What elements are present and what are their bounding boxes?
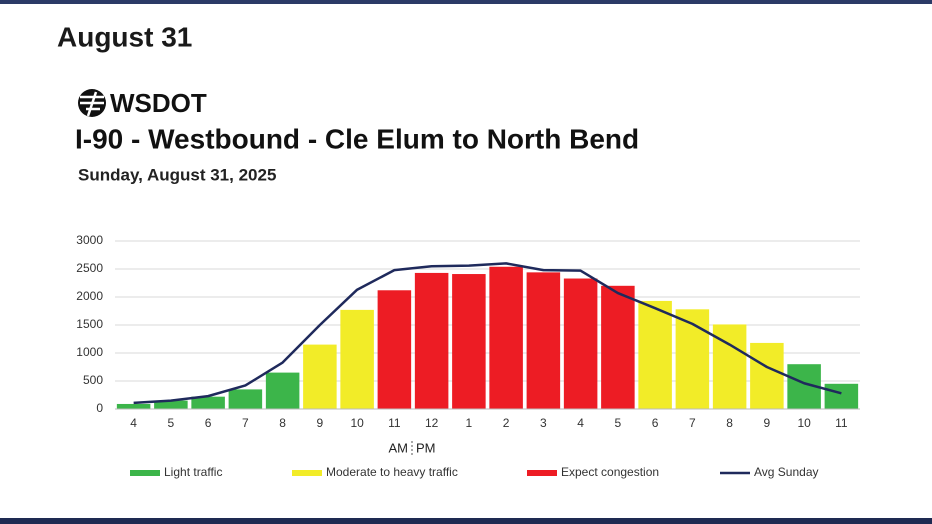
wsdot-logo [78,89,106,117]
bar [489,266,523,409]
x-tick-label: 11 [835,416,848,430]
bar [154,400,188,409]
bottom-border [0,518,932,524]
x-tick-label: 11 [388,416,401,430]
legend-label: Light traffic [164,465,222,479]
legend-label: Moderate to heavy traffic [326,465,458,479]
y-tick-label: 0 [96,401,103,415]
bar [377,290,412,409]
bar [563,278,598,409]
x-tick-label: 5 [615,416,622,430]
x-tick-label: 7 [242,416,249,430]
bar [452,274,486,409]
x-tick-label: 6 [205,416,212,430]
legend-swatch [527,470,557,476]
pm-label: PM [416,440,436,455]
x-tick-label: 10 [350,416,364,430]
page-heading: August 31 [57,21,192,52]
bar [265,372,300,409]
x-tick-label: 5 [168,416,175,430]
bar [675,309,710,409]
x-tick-label: 7 [689,416,696,430]
x-tick-label: 4 [130,416,137,430]
x-tick-label: 2 [503,416,510,430]
x-tick-label: 6 [652,416,659,430]
brand: WSDOT [110,88,207,118]
am-label: AM [389,440,409,455]
bar [414,272,449,409]
y-tick-label: 1500 [76,317,103,331]
legend-swatch [130,470,160,476]
y-tick-label: 3000 [76,233,103,247]
x-tick-label: 3 [540,416,547,430]
chart-subtitle: Sunday, August 31, 2025 [78,165,276,184]
x-tick-label: 8 [726,416,733,430]
chart-title: I-90 - Westbound - Cle Elum to North Ben… [75,123,639,154]
x-tick-label: 9 [764,416,771,430]
x-tick-label: 4 [577,416,584,430]
legend-label: Avg Sunday [754,465,819,479]
bar [601,285,635,409]
bar [750,342,784,409]
x-tick-label: 8 [279,416,286,430]
top-border [0,0,932,4]
legend-swatch [292,470,322,476]
x-tick-label: 10 [797,416,811,430]
x-tick-label: 12 [425,416,439,430]
bar [116,403,151,409]
x-tick-label: 1 [466,416,473,430]
y-tick-label: 2500 [76,261,103,275]
bar [340,309,374,409]
legend-label: Expect congestion [561,465,659,479]
y-tick-label: 2000 [76,289,103,303]
line [133,262,842,405]
bar [228,389,263,409]
bar [638,300,672,409]
y-tick-label: 500 [83,373,103,387]
bar [303,344,337,409]
y-tick-label: 1000 [76,345,103,359]
bar [526,272,561,409]
bar [824,383,859,409]
x-tick-label: 9 [317,416,324,430]
bar [191,396,225,409]
